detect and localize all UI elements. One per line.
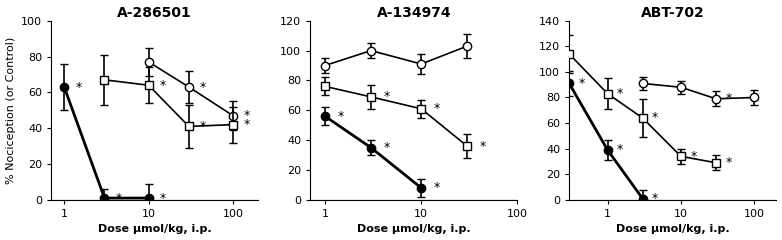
Text: *: * [383,90,389,103]
Title: ABT-702: ABT-702 [641,6,705,19]
Text: *: * [244,109,250,122]
Y-axis label: % Nociception (or Control): % Nociception (or Control) [5,37,16,184]
Text: *: * [691,150,697,163]
Text: *: * [160,79,166,92]
Text: *: * [338,110,344,123]
Text: *: * [200,120,206,133]
Text: *: * [244,118,250,131]
Text: *: * [383,141,389,154]
Text: *: * [75,80,81,94]
Text: *: * [116,192,122,204]
X-axis label: Dose μmol/kg, i.p.: Dose μmol/kg, i.p. [98,224,212,234]
Text: *: * [652,192,658,205]
Title: A-134974: A-134974 [376,6,451,19]
Text: *: * [579,77,585,90]
Text: *: * [200,80,206,94]
X-axis label: Dose μmol/kg, i.p.: Dose μmol/kg, i.p. [357,224,471,234]
Text: *: * [160,192,166,204]
Title: A-286501: A-286501 [117,6,192,19]
Text: *: * [434,181,440,194]
Text: *: * [479,140,486,153]
X-axis label: Dose μmol/kg, i.p.: Dose μmol/kg, i.p. [616,224,730,234]
Text: *: * [652,111,658,125]
Text: *: * [617,87,623,100]
Text: *: * [726,156,732,169]
Text: *: * [726,92,732,105]
Text: *: * [617,144,623,156]
Text: *: * [434,102,440,115]
